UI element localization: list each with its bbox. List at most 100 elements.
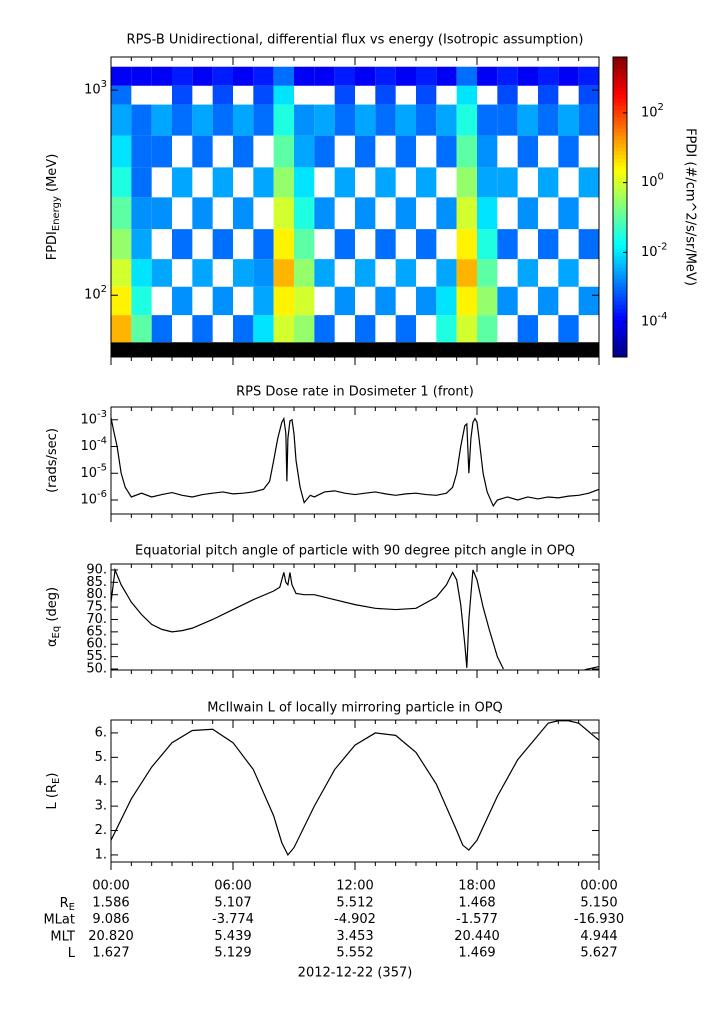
- heatmap-cell: [558, 104, 579, 136]
- heatmap-cell: [334, 85, 355, 105]
- heatmap-cell: [212, 66, 233, 86]
- panel-title: Equatorial pitch angle of particle with …: [135, 544, 575, 559]
- colorbar-segment: [613, 222, 627, 227]
- y-axis-label-main: α: [45, 638, 60, 647]
- colorbar-segment: [613, 259, 627, 264]
- heatmap-cell: [212, 229, 233, 260]
- heatmap-cell: [416, 167, 437, 198]
- heatmap-cell: [517, 66, 538, 86]
- heatmap-cell: [111, 197, 132, 230]
- heatmap-cell: [314, 66, 335, 86]
- y-tick-label: 90.: [86, 562, 107, 577]
- y-tick-label: 2.: [95, 823, 107, 838]
- colorbar-segment: [613, 338, 627, 343]
- colorbar-frame: [612, 56, 628, 358]
- heatmap-cell: [436, 197, 457, 230]
- colorbar-segment: [613, 90, 627, 95]
- heatmap-cell: [578, 167, 599, 198]
- superscript: 0: [658, 172, 664, 183]
- colorbar-segment: [613, 192, 627, 197]
- y-axis-label-rest: (MeV): [45, 154, 60, 196]
- colorbar-segment: [613, 300, 627, 305]
- colorbar-segment: [613, 98, 627, 103]
- colorbar-segment: [613, 210, 627, 215]
- heatmap-cell: [334, 66, 355, 86]
- heatmap-cell: [253, 85, 274, 105]
- y-tick-label: 70.: [86, 612, 107, 627]
- colorbar-segment: [613, 229, 627, 234]
- ephemeris-value: 3.453: [336, 929, 373, 944]
- heatmap-cell: [294, 315, 315, 343]
- colorbar-segment: [613, 323, 627, 328]
- heatmap-cell: [253, 167, 274, 198]
- colorbar-segment: [613, 345, 627, 350]
- heatmap-cell: [456, 167, 477, 198]
- heatmap-cell: [294, 197, 315, 230]
- heatmap-cell: [375, 85, 396, 105]
- heatmap-cell: [131, 315, 152, 343]
- heatmap-cell: [334, 104, 355, 136]
- heatmap-cell: [334, 167, 355, 198]
- colorbar-segment: [613, 154, 627, 159]
- heatmap-cell: [558, 315, 579, 343]
- x-tick-label: 12:00: [336, 879, 373, 894]
- heatmap-cell: [151, 197, 172, 230]
- colorbar-segment: [613, 203, 627, 208]
- data-line: [111, 416, 599, 508]
- heatmap-cell: [456, 135, 477, 168]
- y-tick-label: 60.: [86, 637, 107, 652]
- y-tick-label: 4.: [95, 774, 107, 789]
- superscript: -4: [658, 311, 668, 322]
- colorbar-segment: [613, 147, 627, 152]
- heatmap-cell: [131, 104, 152, 136]
- colorbar-segment: [613, 327, 627, 332]
- ephemeris-value: 20.440: [454, 929, 500, 944]
- heatmap-cell: [538, 85, 559, 105]
- y-tick-label: 65.: [86, 624, 107, 639]
- ephemeris-row-label: MLT: [50, 929, 75, 944]
- colorbar-segment: [613, 297, 627, 302]
- ephemeris-value: 5.150: [580, 896, 617, 911]
- heatmap-cell: [456, 66, 477, 86]
- heatmap-cell: [111, 259, 132, 287]
- heatmap-cell: [375, 286, 396, 316]
- heatmap-cell: [456, 315, 477, 343]
- heatmap-cell: [314, 135, 335, 168]
- heatmap-cell: [253, 66, 274, 86]
- heatmap-cell: [314, 104, 335, 136]
- heatmap-cell: [151, 259, 172, 287]
- heatmap-cell: [172, 85, 193, 105]
- heatmap-cell: [111, 85, 132, 105]
- superscript: -3: [97, 409, 107, 420]
- heatmap-cell: [395, 135, 416, 168]
- heatmap-cell: [578, 286, 599, 316]
- colorbar-segment: [613, 353, 627, 358]
- ephemeris-name: MLat: [43, 912, 75, 927]
- heatmap-cell: [273, 135, 294, 168]
- heatmap-cell: [375, 104, 396, 136]
- ephemeris-value: 5.512: [336, 896, 373, 911]
- heatmap-cell: [294, 135, 315, 168]
- x-tick-label: 18:00: [458, 879, 495, 894]
- colorbar-segment: [613, 87, 627, 92]
- heatmap-cell: [212, 85, 233, 105]
- heatmap-cell: [151, 135, 172, 168]
- heatmap-cell: [355, 104, 376, 136]
- heatmap-cell: [212, 104, 233, 136]
- colorbar-segment: [613, 105, 627, 110]
- heatmap-cell: [131, 197, 152, 230]
- heatmap-cell: [273, 104, 294, 136]
- ephemeris-value: 1.468: [458, 896, 495, 911]
- heatmap-cell: [395, 259, 416, 287]
- heatmap-cell: [395, 104, 416, 136]
- heatmap-cell: [355, 66, 376, 86]
- plot-area: [111, 66, 599, 357]
- panel-title: RPS-B Unidirectional, differential flux …: [127, 33, 584, 48]
- heatmap-cell: [477, 104, 498, 136]
- colorbar-segment: [613, 304, 627, 309]
- heatmap-cell: [538, 229, 559, 260]
- data-line: [111, 567, 599, 670]
- heatmap-cell: [273, 286, 294, 316]
- heatmap-cell: [578, 85, 599, 105]
